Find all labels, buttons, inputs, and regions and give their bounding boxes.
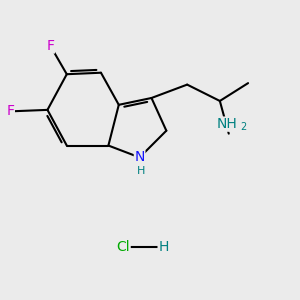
Text: F: F (6, 104, 14, 118)
Text: N: N (134, 150, 145, 164)
Text: F: F (46, 39, 54, 53)
Text: 2: 2 (241, 122, 247, 132)
Text: H: H (158, 240, 169, 254)
Text: Cl: Cl (116, 240, 130, 254)
Text: H: H (137, 166, 145, 176)
Text: NH: NH (217, 117, 238, 131)
